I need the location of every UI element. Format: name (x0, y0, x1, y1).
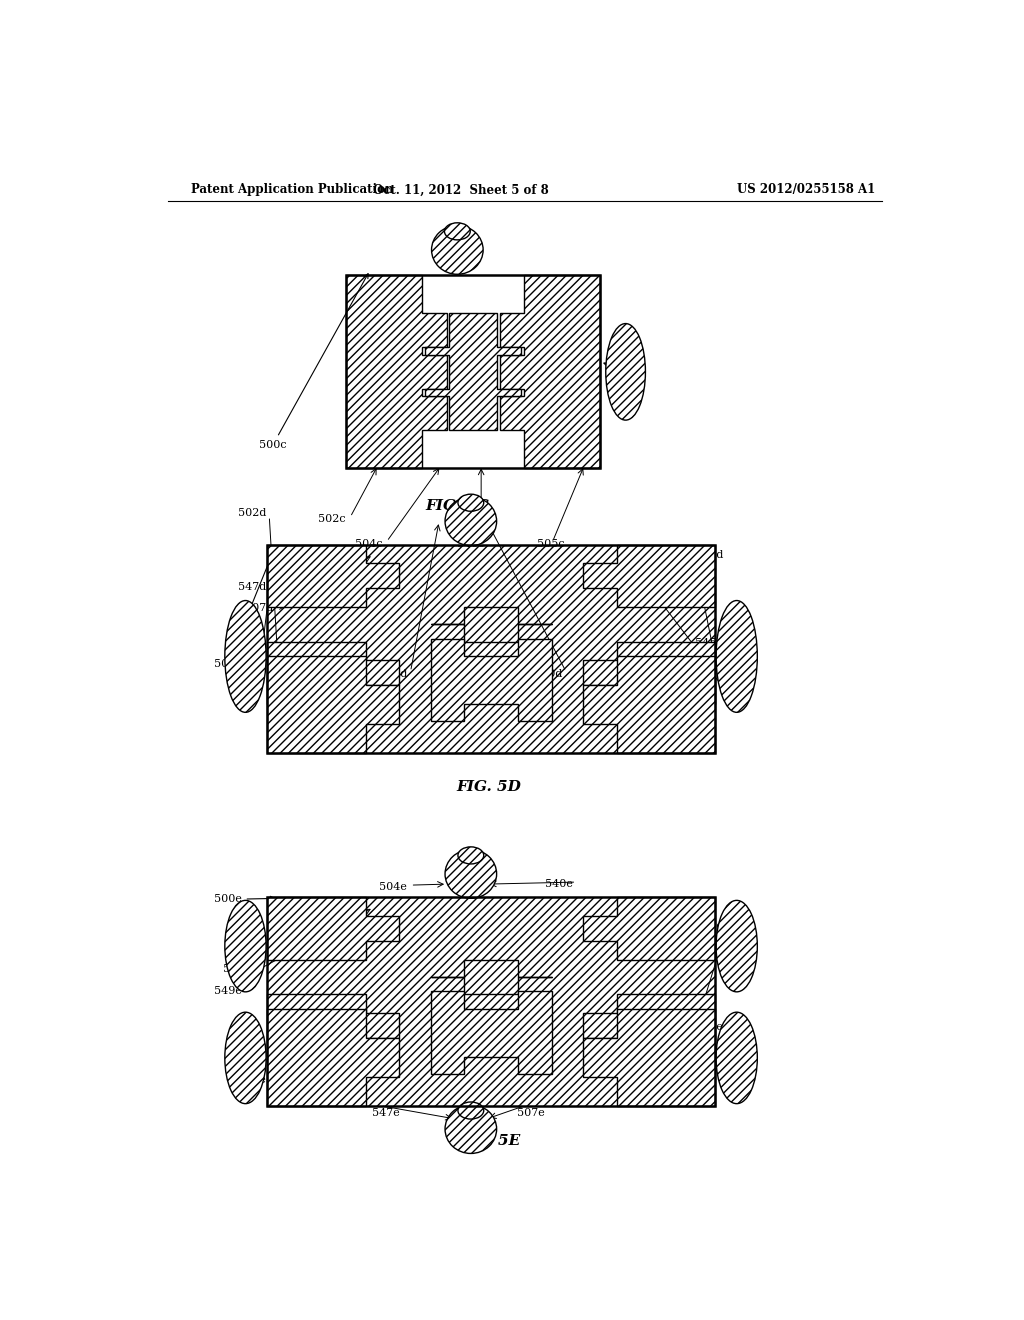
Text: FIG. 5E: FIG. 5E (458, 1134, 521, 1148)
Text: 504e: 504e (379, 882, 407, 892)
Text: 504c: 504c (355, 539, 383, 549)
Polygon shape (267, 642, 399, 704)
Polygon shape (267, 994, 399, 1057)
Polygon shape (583, 656, 715, 752)
Text: 507e: 507e (517, 1107, 545, 1118)
Ellipse shape (458, 494, 483, 511)
Text: 547d: 547d (238, 582, 266, 593)
Ellipse shape (225, 601, 266, 713)
Ellipse shape (458, 847, 483, 865)
Polygon shape (267, 545, 399, 607)
Polygon shape (583, 994, 715, 1057)
Bar (267, 898, 715, 1106)
Text: 505e: 505e (694, 1023, 723, 1032)
Text: 540c: 540c (458, 539, 485, 549)
Text: 500e: 500e (214, 895, 274, 904)
Text: 547e: 547e (373, 1107, 400, 1118)
Text: 500d: 500d (214, 552, 273, 669)
Polygon shape (267, 898, 399, 960)
Polygon shape (346, 276, 446, 469)
Bar (267, 545, 715, 752)
Polygon shape (425, 313, 521, 430)
Text: 545e: 545e (694, 921, 723, 931)
Text: 502c: 502c (318, 515, 346, 524)
Bar (346, 276, 600, 469)
Ellipse shape (445, 1105, 497, 1154)
Text: 500c: 500c (259, 273, 368, 450)
Ellipse shape (606, 323, 645, 420)
Text: 502e: 502e (238, 1076, 265, 1085)
Ellipse shape (445, 496, 497, 545)
Text: 502d: 502d (238, 508, 266, 519)
Bar (267, 545, 715, 752)
Text: FIG. 5C: FIG. 5C (425, 499, 489, 513)
Ellipse shape (225, 900, 266, 991)
Text: US 2012/0255158 A1: US 2012/0255158 A1 (737, 183, 876, 197)
Ellipse shape (716, 601, 758, 713)
Text: 545c: 545c (604, 363, 646, 379)
Ellipse shape (445, 850, 497, 899)
Bar (267, 898, 715, 1106)
Text: 540d: 540d (535, 669, 563, 678)
Ellipse shape (444, 223, 470, 240)
Text: 505c: 505c (537, 539, 564, 549)
Polygon shape (583, 1008, 715, 1106)
Text: Oct. 11, 2012  Sheet 5 of 8: Oct. 11, 2012 Sheet 5 of 8 (374, 183, 549, 197)
Text: 545d: 545d (694, 639, 723, 648)
Ellipse shape (458, 1102, 483, 1119)
Polygon shape (430, 639, 552, 721)
Text: 505d: 505d (694, 550, 723, 560)
Polygon shape (430, 607, 552, 642)
Polygon shape (430, 991, 552, 1074)
Polygon shape (267, 1008, 399, 1106)
Ellipse shape (716, 1012, 758, 1104)
Polygon shape (430, 960, 552, 994)
Polygon shape (583, 898, 715, 960)
Ellipse shape (431, 226, 483, 275)
Ellipse shape (716, 900, 758, 991)
Polygon shape (583, 642, 715, 704)
Text: 509e: 509e (223, 964, 251, 974)
Text: FIG. 5D: FIG. 5D (457, 780, 521, 795)
Polygon shape (500, 276, 600, 469)
Polygon shape (267, 656, 399, 752)
Text: 540e: 540e (545, 879, 572, 890)
Text: 507d: 507d (246, 603, 273, 612)
Text: 504d: 504d (379, 669, 408, 678)
Ellipse shape (225, 1012, 266, 1104)
Text: Patent Application Publication: Patent Application Publication (191, 183, 394, 197)
Polygon shape (583, 545, 715, 607)
Text: 549e: 549e (214, 986, 242, 995)
